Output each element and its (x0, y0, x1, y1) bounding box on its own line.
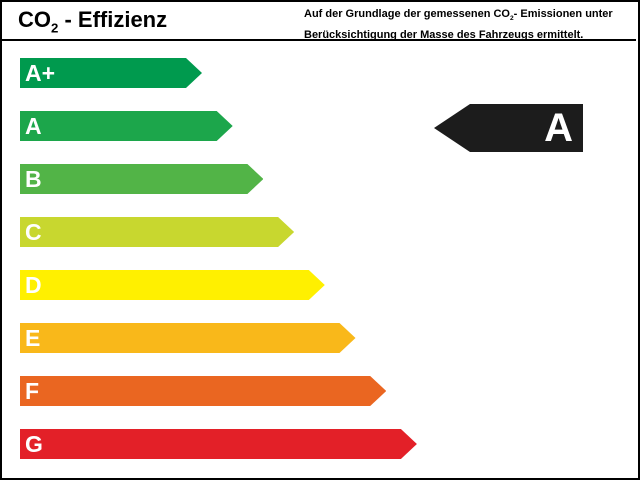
header-note: Auf der Grundlage der gemessenen CO2- Em… (304, 6, 613, 43)
page-title: CO2 - Effizienz (18, 7, 167, 35)
efficiency-bar-a-plus: A+ (20, 58, 202, 88)
efficiency-bar-a: A (20, 111, 233, 141)
header: CO2 - Effizienz Auf der Grundlage der ge… (0, 0, 636, 41)
efficiency-bar-d: D (20, 270, 325, 300)
note-subscript: 2 (510, 15, 514, 23)
indicator-label: A (544, 106, 573, 150)
bar-label: G (25, 431, 43, 457)
title-text: CO (18, 7, 51, 32)
bar-arrow (20, 376, 387, 406)
efficiency-bar-e: E (20, 323, 356, 353)
bar-arrow (20, 270, 325, 300)
bar-arrow (20, 323, 356, 353)
bar-label: A+ (25, 60, 56, 86)
note-text: Auf der Grundlage der gemessenen CO (304, 8, 510, 20)
efficiency-bar-b: B (20, 164, 264, 194)
bar-label: F (25, 378, 40, 404)
bar-arrow (20, 58, 202, 88)
bar-label: A (25, 113, 42, 139)
title-rest: - Effizienz (58, 7, 168, 32)
rating-indicator: A (434, 104, 583, 152)
title-subscript: 2 (51, 20, 59, 36)
efficiency-bar-f: F (20, 376, 387, 406)
bar-arrow (20, 217, 295, 247)
note-text: - Emissionen unter (513, 8, 613, 20)
indicator-arrow (434, 104, 583, 152)
bar-label: D (25, 272, 42, 298)
bar-label: B (25, 166, 42, 192)
bar-label: E (25, 325, 41, 351)
note-text: Berücksichtigung der Masse des Fahrzeugs… (304, 29, 584, 42)
bar-arrow (20, 164, 264, 194)
efficiency-bar-c: C (20, 217, 295, 247)
bar-arrow (20, 429, 417, 459)
bar-label: C (25, 219, 42, 245)
efficiency-bar-g: G (20, 429, 417, 459)
bar-arrow (20, 111, 233, 141)
